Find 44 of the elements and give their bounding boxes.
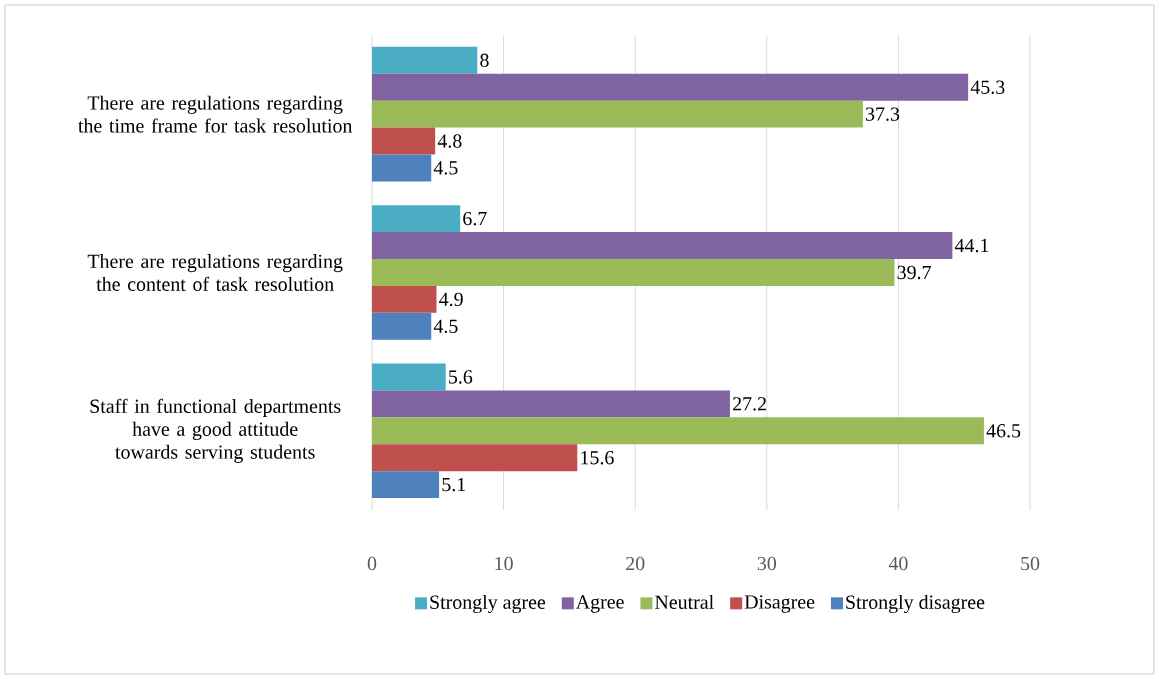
bar xyxy=(372,73,969,101)
data-label: 4.8 xyxy=(437,134,462,148)
bar xyxy=(372,390,730,418)
bar xyxy=(372,46,478,74)
legend-label: Strongly disagree xyxy=(846,594,985,614)
bar xyxy=(372,205,461,233)
x-tick-label: 20 xyxy=(626,556,645,571)
legend-label: Strongly agree xyxy=(430,594,546,614)
x-tick-label: 40 xyxy=(888,556,908,571)
data-label: 4.5 xyxy=(433,161,458,175)
data-label: 5.1 xyxy=(442,477,466,492)
data-label: 45.3 xyxy=(970,80,1005,94)
bar xyxy=(372,154,432,182)
data-label: 15.6 xyxy=(581,451,614,465)
data-label: 8 xyxy=(480,53,489,68)
bar xyxy=(372,417,984,445)
x-tick-label: 0 xyxy=(367,556,377,571)
legend-label: Disagree xyxy=(744,595,815,613)
legend-label: Neutral xyxy=(655,594,714,609)
bar xyxy=(372,285,437,313)
data-label: 5.6 xyxy=(449,370,473,384)
data-label: 4.9 xyxy=(439,292,463,307)
data-label: 46.5 xyxy=(986,424,1021,438)
bar xyxy=(372,232,953,260)
data-label: 37.3 xyxy=(866,107,900,121)
bar xyxy=(372,100,863,128)
bar xyxy=(372,444,578,472)
bar xyxy=(372,259,895,286)
x-tick-label: 10 xyxy=(495,556,513,571)
y-tick-label: Staff in functional departments have a good attitude towards serving students xyxy=(90,398,341,463)
y-tick-label: There are regulations regarding the content of task resolution xyxy=(87,254,343,291)
x-tick-label: 30 xyxy=(757,556,777,571)
x-tick-label: 50 xyxy=(1021,556,1040,571)
bar xyxy=(372,127,436,155)
data-label: 27.2 xyxy=(733,397,766,411)
data-label: 4.5 xyxy=(433,319,458,334)
legend-label: Agree xyxy=(575,595,624,613)
y-tick-label: There are regulations regarding the time frame for task resolution xyxy=(78,95,353,133)
bar xyxy=(372,363,446,391)
data-label: 39.7 xyxy=(897,265,931,280)
bar xyxy=(372,312,432,340)
data-label: 44.1 xyxy=(954,238,989,253)
data-label: 6.7 xyxy=(463,211,487,226)
bar xyxy=(372,471,440,499)
